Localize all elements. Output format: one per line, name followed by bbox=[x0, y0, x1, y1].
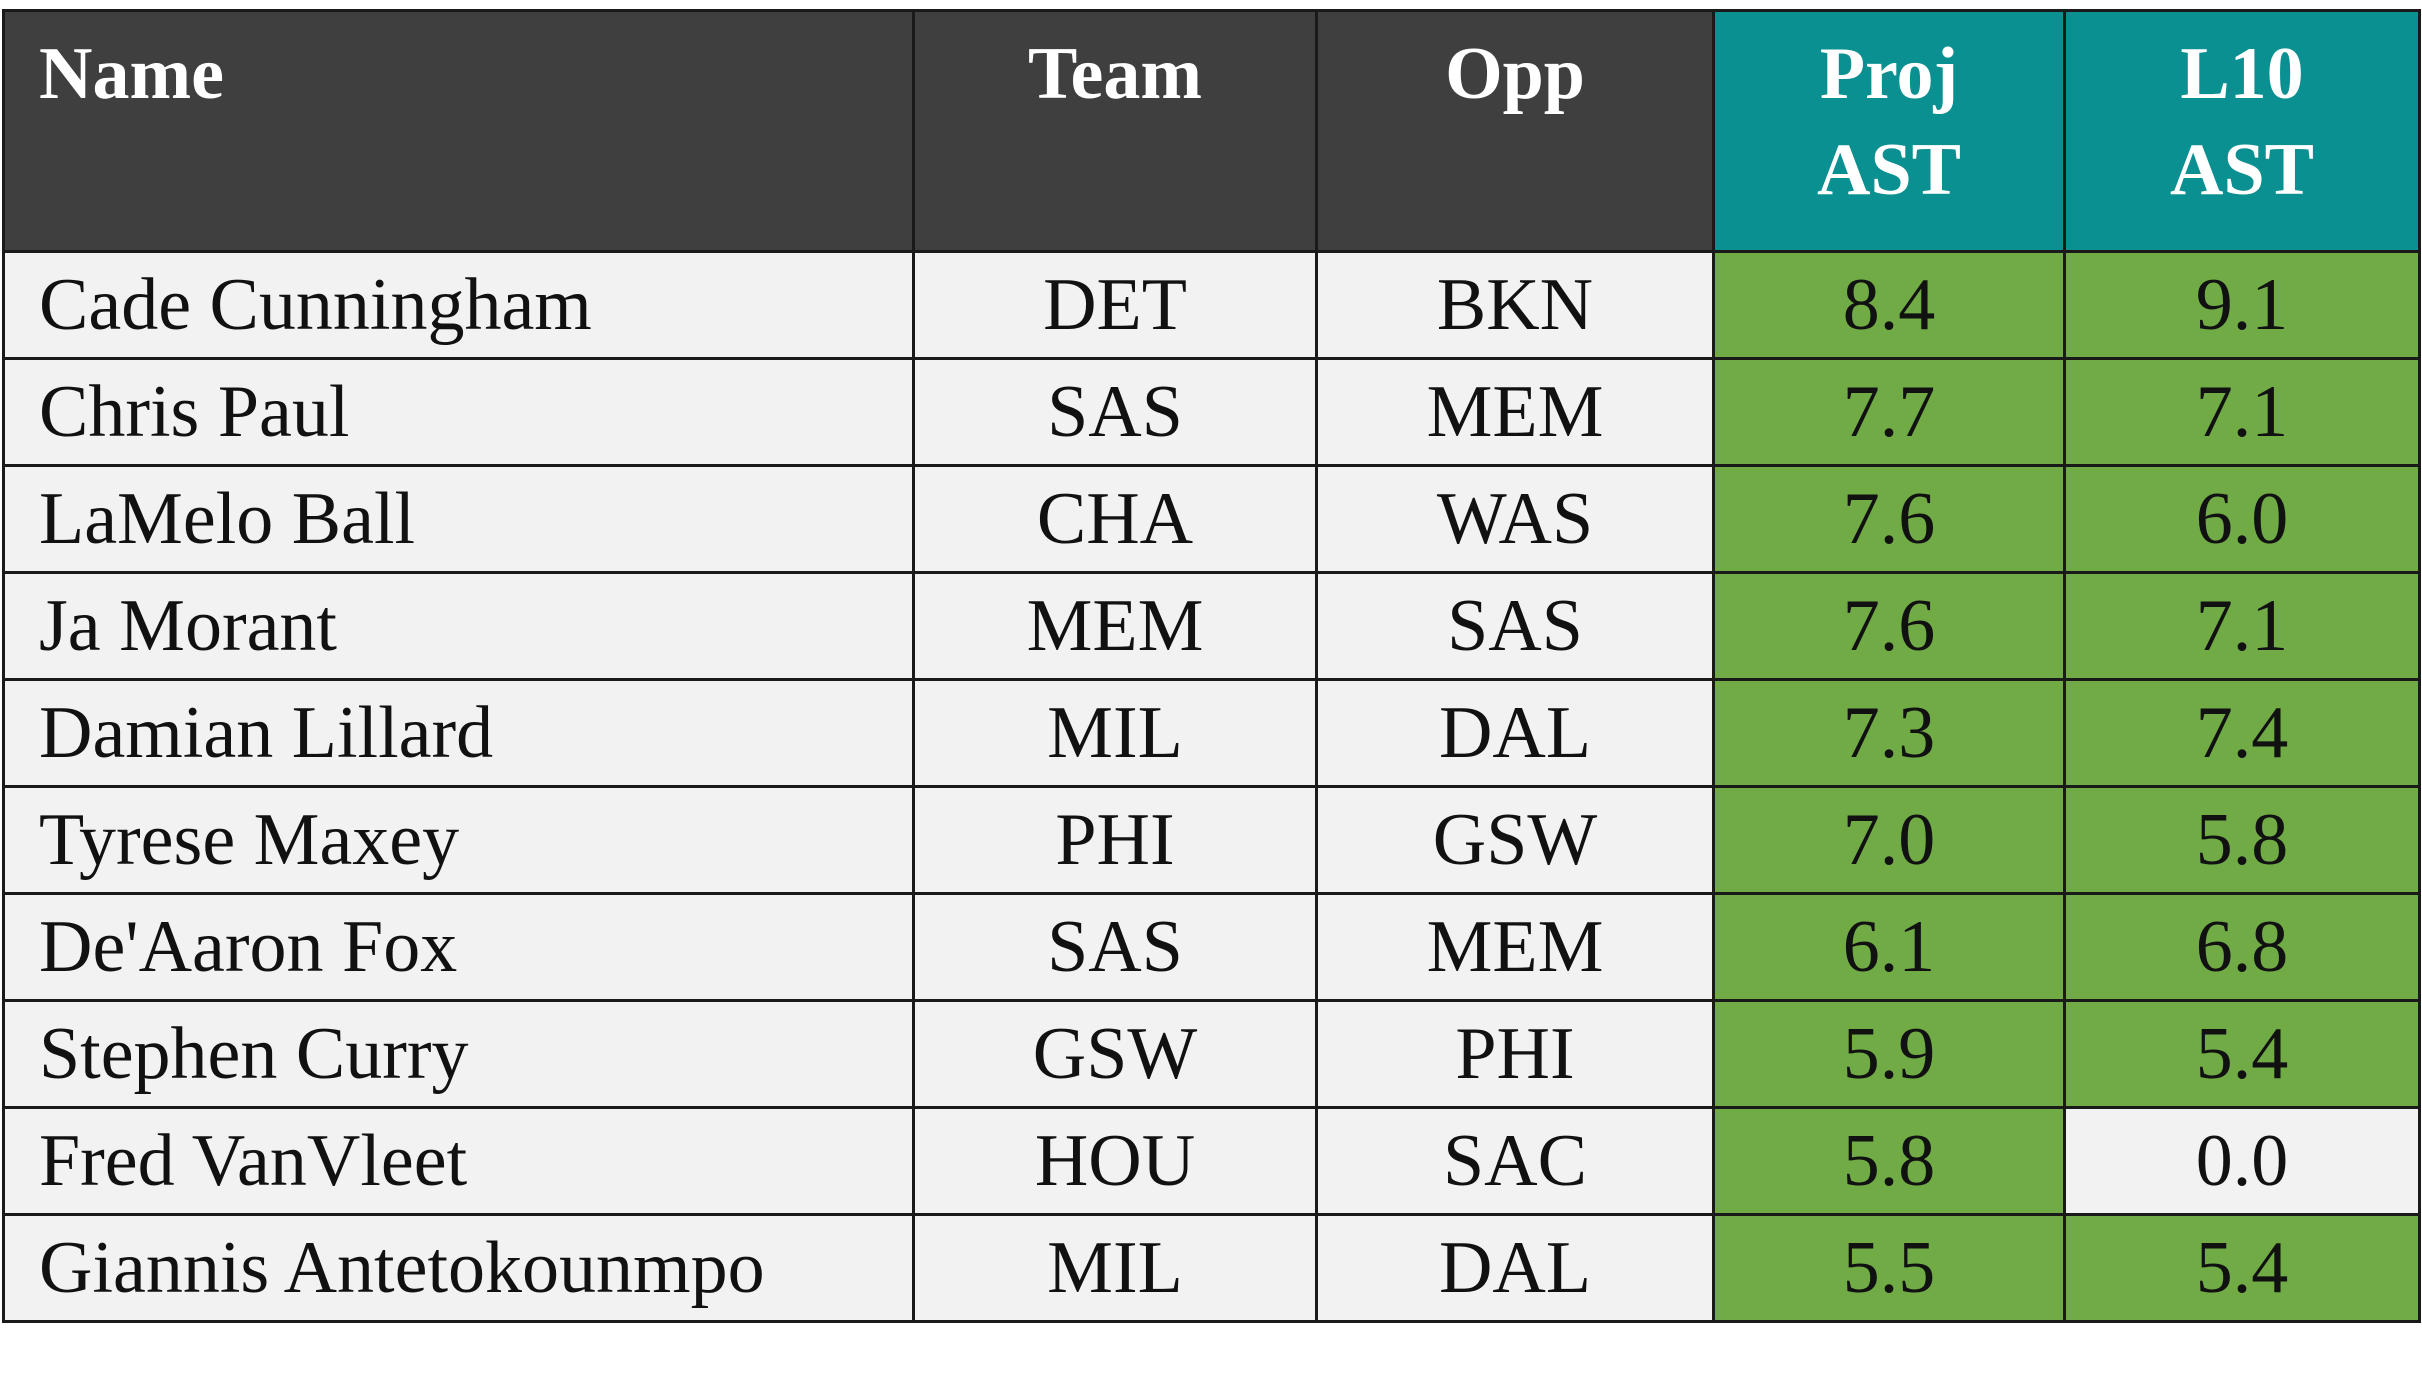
proj-ast-cell: 7.0 bbox=[1712, 785, 2066, 895]
team-cell: MEM bbox=[912, 571, 1318, 681]
table-row: LaMelo Ball CHA WAS 7.6 6.0 bbox=[2, 464, 2421, 574]
proj-ast-cell: 5.9 bbox=[1712, 999, 2066, 1109]
proj-ast-cell: 5.5 bbox=[1712, 1213, 2066, 1323]
proj-ast-cell: 8.4 bbox=[1712, 250, 2066, 360]
header-row: Name Team Opp Proj AST L10 AST bbox=[2, 9, 2421, 253]
opponent-cell: MEM bbox=[1315, 892, 1715, 1002]
team-cell: GSW bbox=[912, 999, 1318, 1109]
team-cell: MIL bbox=[912, 1213, 1318, 1323]
table-body: Cade Cunningham DET BKN 8.4 9.1 Chris Paul SAS… bbox=[2, 250, 2421, 1323]
team-cell: PHI bbox=[912, 785, 1318, 895]
assists-projection-table: Name Team Opp Proj AST L10 AST Cade Cunn… bbox=[2, 9, 2421, 1323]
opponent-cell: PHI bbox=[1315, 999, 1715, 1109]
header-proj-line1: Proj bbox=[1819, 33, 1959, 115]
proj-ast-cell: 7.3 bbox=[1712, 678, 2066, 788]
proj-ast-cell: 6.1 bbox=[1712, 892, 2066, 1002]
proj-ast-cell: 7.7 bbox=[1712, 357, 2066, 467]
proj-ast-cell: 7.6 bbox=[1712, 571, 2066, 681]
l10-ast-cell: 7.1 bbox=[2063, 357, 2421, 467]
l10-ast-cell: 9.1 bbox=[2063, 250, 2421, 360]
player-name-cell: Chris Paul bbox=[2, 357, 915, 467]
table-row: Chris Paul SAS MEM 7.7 7.1 bbox=[2, 357, 2421, 467]
team-cell: DET bbox=[912, 250, 1318, 360]
opponent-cell: WAS bbox=[1315, 464, 1715, 574]
opponent-cell: SAC bbox=[1315, 1106, 1715, 1216]
opponent-cell: SAS bbox=[1315, 571, 1715, 681]
l10-ast-cell: 5.4 bbox=[2063, 999, 2421, 1109]
team-cell: CHA bbox=[912, 464, 1318, 574]
team-cell: MIL bbox=[912, 678, 1318, 788]
table-row: Fred VanVleet HOU SAC 5.8 0.0 bbox=[2, 1106, 2421, 1216]
l10-ast-cell: 6.8 bbox=[2063, 892, 2421, 1002]
table-row: Cade Cunningham DET BKN 8.4 9.1 bbox=[2, 250, 2421, 360]
header-proj-line2: AST bbox=[1817, 129, 1961, 211]
opponent-cell: DAL bbox=[1315, 678, 1715, 788]
l10-ast-cell: 5.4 bbox=[2063, 1213, 2421, 1323]
team-cell: SAS bbox=[912, 357, 1318, 467]
table-row: Ja Morant MEM SAS 7.6 7.1 bbox=[2, 571, 2421, 681]
opponent-cell: GSW bbox=[1315, 785, 1715, 895]
l10-ast-cell: 5.8 bbox=[2063, 785, 2421, 895]
player-name-cell: Giannis Antetokounmpo bbox=[2, 1213, 915, 1323]
proj-ast-cell: 7.6 bbox=[1712, 464, 2066, 574]
header-l10-line1: L10 bbox=[2180, 33, 2304, 115]
player-name-cell: Stephen Curry bbox=[2, 999, 915, 1109]
opponent-cell: MEM bbox=[1315, 357, 1715, 467]
table-header: Name Team Opp Proj AST L10 AST bbox=[2, 9, 2421, 253]
table-row: Giannis Antetokounmpo MIL DAL 5.5 5.4 bbox=[2, 1213, 2421, 1323]
table-row: Stephen Curry GSW PHI 5.9 5.4 bbox=[2, 999, 2421, 1109]
l10-ast-cell: 7.1 bbox=[2063, 571, 2421, 681]
player-name-cell: Fred VanVleet bbox=[2, 1106, 915, 1216]
header-proj-ast: Proj AST bbox=[1712, 9, 2066, 253]
opponent-cell: DAL bbox=[1315, 1213, 1715, 1323]
player-name-cell: De'Aaron Fox bbox=[2, 892, 915, 1002]
header-name: Name bbox=[2, 9, 915, 253]
table-row: De'Aaron Fox SAS MEM 6.1 6.8 bbox=[2, 892, 2421, 1002]
header-l10-ast: L10 AST bbox=[2063, 9, 2421, 253]
l10-ast-cell: 0.0 bbox=[2063, 1106, 2421, 1216]
table-row: Tyrese Maxey PHI GSW 7.0 5.8 bbox=[2, 785, 2421, 895]
l10-ast-cell: 6.0 bbox=[2063, 464, 2421, 574]
header-team: Team bbox=[912, 9, 1318, 253]
table-row: Damian Lillard MIL DAL 7.3 7.4 bbox=[2, 678, 2421, 788]
player-name-cell: Tyrese Maxey bbox=[2, 785, 915, 895]
player-name-cell: Damian Lillard bbox=[2, 678, 915, 788]
header-l10-line2: AST bbox=[2170, 129, 2314, 211]
opponent-cell: BKN bbox=[1315, 250, 1715, 360]
player-name-cell: Ja Morant bbox=[2, 571, 915, 681]
player-name-cell: LaMelo Ball bbox=[2, 464, 915, 574]
header-opp: Opp bbox=[1315, 9, 1715, 253]
team-cell: HOU bbox=[912, 1106, 1318, 1216]
team-cell: SAS bbox=[912, 892, 1318, 1002]
l10-ast-cell: 7.4 bbox=[2063, 678, 2421, 788]
player-name-cell: Cade Cunningham bbox=[2, 250, 915, 360]
proj-ast-cell: 5.8 bbox=[1712, 1106, 2066, 1216]
